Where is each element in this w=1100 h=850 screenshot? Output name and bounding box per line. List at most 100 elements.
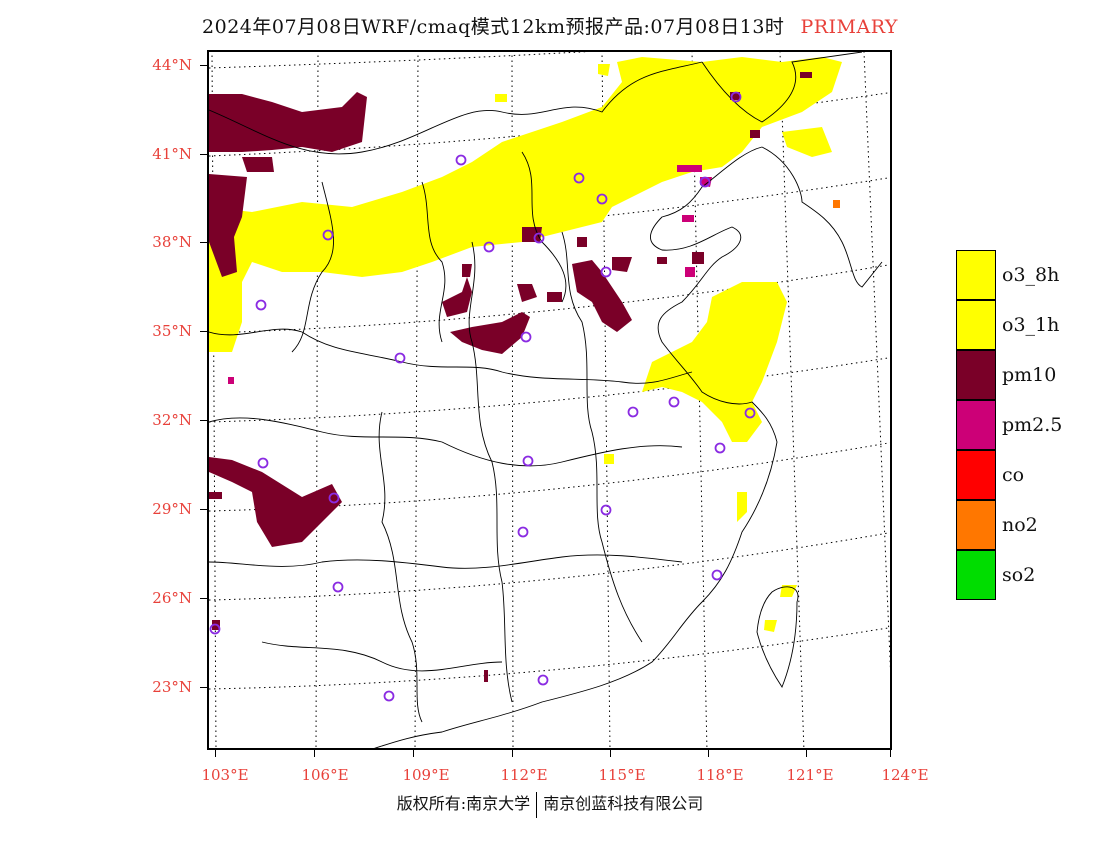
legend-label: co bbox=[1002, 464, 1025, 486]
pm10-inner-mongolia bbox=[209, 92, 367, 152]
pm10-henan bbox=[572, 260, 632, 332]
station-marker bbox=[255, 299, 267, 311]
o3-zhejiang bbox=[737, 492, 747, 522]
pm25-patch bbox=[677, 165, 702, 172]
province-line bbox=[468, 241, 513, 703]
pm10-patch bbox=[209, 492, 222, 499]
no2-areas bbox=[833, 200, 840, 208]
lon-tick bbox=[708, 750, 709, 757]
legend-label: so2 bbox=[1002, 564, 1036, 586]
o3-patch bbox=[598, 64, 610, 76]
pm10-patch bbox=[462, 264, 472, 277]
lon-tick bbox=[215, 750, 216, 757]
legend-swatch-pm25 bbox=[956, 400, 996, 450]
pm10-patch bbox=[547, 292, 562, 302]
pm10-patch bbox=[657, 257, 667, 264]
station-marker bbox=[520, 331, 532, 343]
lon-label-112: 112°E bbox=[500, 766, 548, 784]
lat-label-29: 29°N bbox=[152, 500, 192, 518]
station-marker bbox=[744, 407, 756, 419]
station-marker bbox=[730, 91, 742, 103]
pollution-map bbox=[209, 52, 890, 748]
lat-label-32: 32°N bbox=[152, 411, 192, 429]
station-rings bbox=[209, 91, 756, 702]
pm10-patch bbox=[242, 157, 274, 172]
map-title: 2024年07月08日WRF/cmaq模式12km预报产品:07月08日13时 P… bbox=[0, 12, 1100, 39]
pm10-patch bbox=[522, 227, 542, 242]
parallel-23 bbox=[209, 627, 890, 690]
legend-label: no2 bbox=[1002, 514, 1038, 536]
meridian-103 bbox=[211, 52, 217, 748]
pm10-patch bbox=[750, 130, 760, 138]
o3-shandong-jiangsu bbox=[642, 282, 787, 442]
station-marker bbox=[699, 176, 711, 188]
lon-tick bbox=[512, 750, 513, 757]
lat-tick bbox=[200, 420, 207, 421]
legend-label: pm10 bbox=[1002, 364, 1057, 386]
lon-label-124: 124°E bbox=[881, 766, 929, 784]
o3-north-belt bbox=[209, 57, 842, 352]
lat-tick bbox=[200, 65, 207, 66]
station-marker bbox=[383, 690, 395, 702]
coastline bbox=[374, 146, 778, 748]
pm25-patch bbox=[228, 377, 234, 384]
pm10-patch bbox=[800, 72, 812, 78]
pm10-patch bbox=[517, 284, 537, 302]
coast-korea bbox=[761, 146, 883, 288]
boundaries bbox=[209, 52, 883, 748]
province-line bbox=[209, 554, 683, 569]
legend-swatch-pm10 bbox=[956, 350, 996, 400]
station-marker bbox=[533, 232, 545, 244]
no2-patch bbox=[833, 200, 840, 208]
station-marker bbox=[328, 492, 340, 504]
pm10-sichuan bbox=[209, 457, 342, 547]
graticule bbox=[209, 52, 890, 748]
meridian-106 bbox=[315, 52, 319, 748]
lon-label-106: 106°E bbox=[301, 766, 349, 784]
province-line bbox=[378, 411, 423, 723]
map-panel[interactable] bbox=[207, 50, 892, 750]
legend-swatch-o3-8h bbox=[956, 250, 996, 300]
parallel-38 bbox=[209, 177, 890, 245]
pm10-patch bbox=[442, 277, 472, 317]
station-marker bbox=[257, 457, 269, 469]
station-marker bbox=[711, 569, 723, 581]
lat-label-35: 35°N bbox=[152, 322, 192, 340]
lat-tick bbox=[200, 509, 207, 510]
station-marker bbox=[332, 581, 344, 593]
pm25-patch bbox=[685, 267, 695, 277]
pm10-areas bbox=[209, 72, 812, 682]
copyright-footer: 版权所有:南京大学 南京创蓝科技有限公司 bbox=[0, 790, 1100, 818]
pm25-patch bbox=[682, 215, 694, 222]
lon-tick bbox=[806, 750, 807, 757]
pm10-guanzhong bbox=[450, 312, 530, 354]
legend-label: o3_8h bbox=[1002, 264, 1060, 286]
meridian-112 bbox=[511, 52, 514, 748]
lat-tick bbox=[200, 598, 207, 599]
o3-taiwan-west bbox=[764, 620, 777, 632]
lon-label-103: 103°E bbox=[201, 766, 249, 784]
legend-label: pm2.5 bbox=[1002, 414, 1063, 436]
title-tag: PRIMARY bbox=[800, 16, 898, 38]
lat-label-41: 41°N bbox=[152, 145, 192, 163]
pm10-patch bbox=[692, 252, 704, 264]
legend-swatch-no2 bbox=[956, 500, 996, 550]
lon-label-118: 118°E bbox=[696, 766, 744, 784]
lat-label-44: 44°N bbox=[152, 56, 192, 74]
meridian-121 bbox=[779, 52, 805, 748]
station-marker bbox=[627, 406, 639, 418]
lon-tick bbox=[890, 750, 891, 757]
footer-left: 版权所有:南京大学 bbox=[396, 794, 531, 813]
title-main: 2024年07月08日WRF/cmaq模式12km预报产品:07月08日13时 bbox=[202, 16, 785, 38]
parallel-35 bbox=[209, 264, 890, 334]
station-marker bbox=[522, 455, 534, 467]
station-marker bbox=[596, 193, 608, 205]
station-marker bbox=[600, 504, 612, 516]
station-marker bbox=[668, 396, 680, 408]
lon-label-115: 115°E bbox=[598, 766, 646, 784]
parallel-32 bbox=[209, 357, 890, 423]
legend-label: o3_1h bbox=[1002, 314, 1060, 336]
lat-label-38: 38°N bbox=[152, 233, 192, 251]
pm10-west-edge bbox=[209, 174, 247, 277]
lon-label-121: 121°E bbox=[786, 766, 834, 784]
